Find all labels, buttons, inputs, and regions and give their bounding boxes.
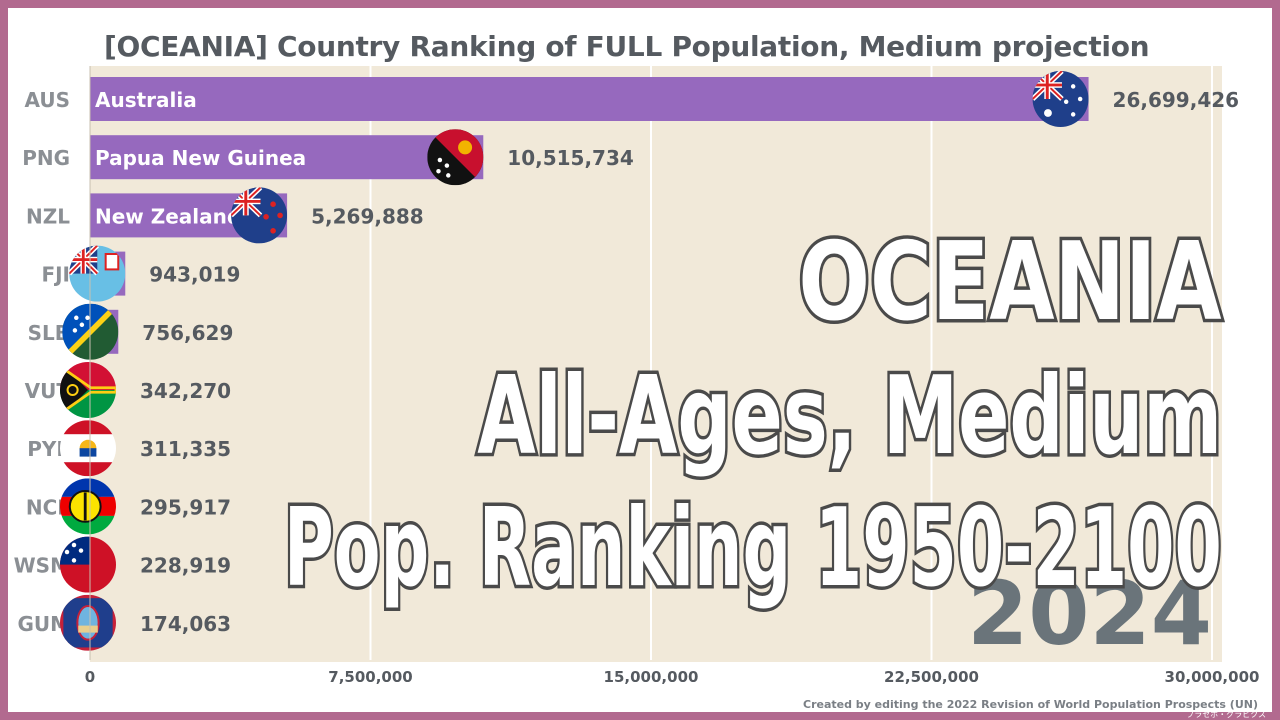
bar-label: Australia [95,88,197,112]
value-label: 26,699,426 [1113,88,1240,112]
overlay-line-3: Pop. Ranking 1950-2100 [282,483,1224,615]
year-label: 2024 [967,562,1212,665]
source-credit: Created by editing the 2022 Revision of … [803,698,1258,711]
chart-title: [OCEANIA] Country Ranking of FULL Popula… [104,30,1150,63]
y-tick-label: NZL [26,204,70,228]
y-tick-label: AUS [24,88,70,112]
chart-card: [OCEANIA] Country Ranking of FULL Popula… [8,8,1272,712]
bar [90,77,1089,121]
channel-credit: プラセボ・グラビクス [1186,710,1266,719]
y-tick-label: PNG [22,146,70,170]
new-caledonia-flag [60,478,116,535]
x-tick-label: 7,500,000 [328,668,412,686]
overlay-line-1: OCEANIA [796,217,1225,349]
bar-chart: 0 7,500,000 15,000,000 22,500,000 30,000,000… [14,66,1260,686]
x-tick-label: 30,000,000 [1165,668,1260,686]
value-label: 311,335 [140,437,231,461]
vanuatu-flag [60,362,116,418]
french-polynesia-flag [60,420,116,477]
x-tick-label: 0 [85,668,95,686]
value-label: 5,269,888 [311,204,424,228]
value-label: 295,917 [140,495,231,519]
samoa-flag [60,536,116,593]
x-tick-label: 15,000,000 [604,668,699,686]
australia-flag [1032,71,1089,127]
overlay-line-2: All-Ages, Medium [475,351,1225,483]
bar [90,135,484,180]
guam-flag [60,594,116,651]
bar-label: New Zealand [95,204,241,228]
value-label: 10,515,734 [507,146,634,170]
value-label: 943,019 [149,263,240,287]
bar-label: Papua New Guinea [95,146,306,170]
value-label: 756,629 [142,321,233,345]
papua-new-guinea-flag [427,129,484,186]
fiji-flag [69,245,126,302]
x-tick-label: 22,500,000 [884,668,979,686]
new-zealand-flag [231,187,288,244]
value-label: 228,919 [140,554,231,578]
value-label: 342,270 [140,379,231,403]
y-tick-label: FJI [41,263,70,287]
value-label: 174,063 [140,612,231,636]
